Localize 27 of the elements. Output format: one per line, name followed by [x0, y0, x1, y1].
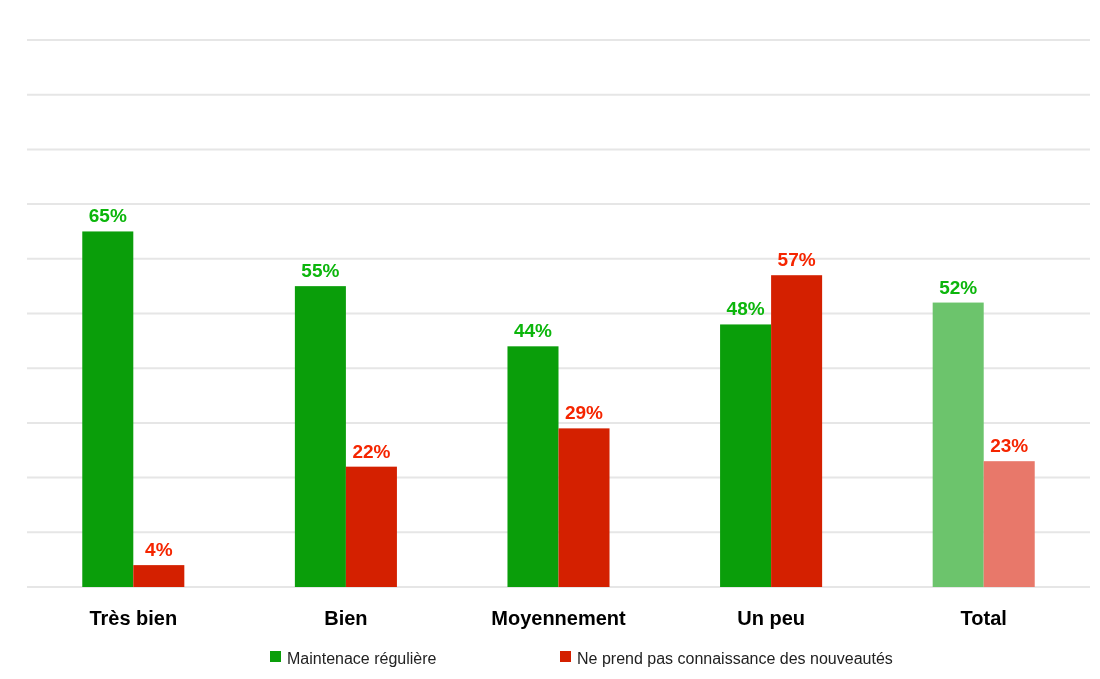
data-label: 55%	[301, 260, 340, 282]
bar	[771, 275, 823, 587]
bar	[294, 286, 346, 587]
bar	[720, 324, 772, 587]
bar	[932, 302, 984, 587]
data-label: 29%	[565, 402, 604, 424]
bar	[345, 466, 397, 587]
bar	[558, 428, 610, 587]
bar	[507, 346, 559, 587]
data-label: 57%	[777, 249, 816, 271]
x-tick-label: Moyennement	[491, 607, 627, 629]
legend-label: Maintenace régulière	[287, 649, 437, 667]
data-label: 52%	[939, 276, 978, 298]
data-label: 23%	[990, 435, 1029, 457]
bar	[133, 565, 185, 587]
bar	[983, 461, 1035, 587]
x-tick-label: Bien	[324, 607, 368, 629]
legend-label: Ne prend pas connaissance des nouveautés	[577, 649, 893, 667]
bar	[82, 231, 134, 587]
x-tick-label: Total	[960, 607, 1007, 629]
x-tick-label: Un peu	[737, 607, 805, 629]
data-label: 48%	[726, 298, 765, 320]
data-label: 22%	[352, 440, 391, 462]
x-tick-label: Très bien	[89, 607, 178, 629]
data-label: 4%	[145, 539, 173, 561]
data-label: 65%	[88, 205, 127, 227]
data-label: 44%	[513, 320, 553, 342]
